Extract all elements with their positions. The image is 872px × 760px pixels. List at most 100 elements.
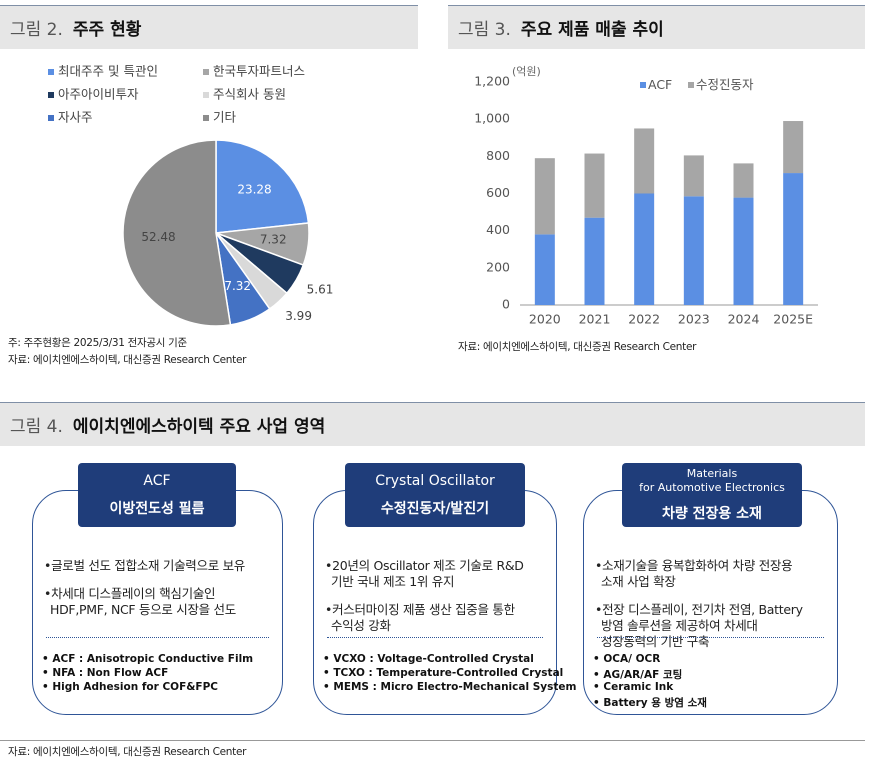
figure-label: 그림 2. — [10, 20, 63, 40]
slice-label: 5.61 — [307, 283, 334, 297]
bar-segment — [634, 128, 655, 194]
item-line: • AG/AR/AF 코팅 — [593, 669, 683, 681]
legend-swatch — [48, 69, 54, 75]
legend-swatch — [203, 92, 209, 98]
bullet-line: HDF,PMF, NCF 등으로 시장을 선도 — [50, 602, 236, 617]
y-tick-label: 1,200 — [474, 74, 510, 89]
panel-subheading: 이방전도성 필름 — [109, 500, 205, 517]
bullet-line: •차세대 디스플레이의 핵심기술인 — [44, 586, 216, 601]
item-line: • VCXO : Voltage-Controlled Crystal — [323, 653, 534, 665]
x-tick-label: 2022 — [628, 312, 660, 327]
x-tick-label: 2020 — [529, 312, 561, 327]
legend-swatch — [640, 82, 646, 88]
legend-label: 수정진동자 — [696, 77, 754, 92]
bullet-line: 기반 국내 제조 1위 유지 — [331, 574, 455, 589]
heading-line: Crystal Oscillator — [375, 472, 495, 489]
legend-label: 아주아이비투자 — [58, 87, 139, 102]
bullet-line: •전장 디스플레이, 전기차 전염, Battery — [595, 602, 803, 617]
bar-segment — [534, 234, 555, 305]
heading-line: ACF — [143, 472, 171, 489]
slice-label: 3.99 — [285, 309, 312, 323]
figure-title: 주주 현황 — [72, 20, 142, 40]
heading-line: Materials — [686, 467, 738, 480]
item-line: • Battery 용 방염 소재 — [593, 697, 707, 709]
bullet-line: 소재 사업 확장 — [601, 574, 676, 589]
item-line: • OCA/ OCR — [593, 653, 661, 665]
item-line: • ACF : Anisotropic Conductive Film — [42, 653, 254, 665]
figure-label: 그림 4. — [10, 417, 63, 437]
pie-slice — [215, 139, 310, 234]
panel-heading: ACF 이방전도성 필름 — [78, 463, 236, 527]
note: 주: 주주현황은 2025/3/31 전자공시 기준 — [8, 337, 187, 349]
bullet-line: 방염 솔루션을 제공하여 차세대 — [601, 618, 758, 633]
legend-swatch — [48, 92, 54, 98]
item-line: • NFA : Non Flow ACF — [42, 667, 169, 679]
legend-label: 주식회사 동원 — [213, 87, 286, 102]
bar-segment — [783, 121, 804, 174]
x-tick-label: 2023 — [678, 312, 710, 327]
x-tick-label: 2024 — [728, 312, 760, 327]
legend-swatch — [203, 69, 209, 75]
panel-heading: Crystal Oscillator 수정진동자/발진기 — [345, 463, 525, 527]
bullet-line: •커스터마이징 제품 생산 집중을 통한 — [325, 602, 515, 617]
figure-header: 그림 4. 에이치엔에스하이텍 주요 사업 영역 — [0, 402, 865, 446]
legend-swatch — [48, 115, 54, 121]
slice-label: 7.32 — [224, 279, 251, 293]
y-axis-unit: (억원) — [512, 65, 541, 78]
y-tick-label: 200 — [486, 259, 510, 274]
legend-label: 한국투자파트너스 — [213, 64, 305, 79]
figure-header: 그림 2. 주주 현황 — [0, 5, 418, 49]
item-line: • Ceramic Ink — [593, 681, 674, 693]
footer-line — [0, 740, 865, 741]
legend-label: 기타 — [213, 110, 237, 125]
bullet-line: •글로벌 선도 접합소재 기술력으로 보유 — [44, 558, 245, 573]
x-tick-label: 2025E — [773, 312, 813, 327]
bar-segment — [634, 193, 655, 305]
x-tick-label: 2021 — [579, 312, 611, 327]
legend-swatch — [688, 82, 694, 88]
figure-title: 주요 제품 매출 추이 — [520, 20, 664, 40]
bar-segment — [584, 153, 605, 218]
bullet-line: •소재기술을 융복합화하여 차량 전장용 — [595, 558, 793, 573]
separator — [597, 637, 824, 638]
heading-line: for Automotive Electronics — [639, 481, 785, 494]
slice-label: 7.32 — [260, 233, 287, 247]
source: 자료: 에이치엔에스하이텍, 대신증권 Research Center — [8, 354, 247, 366]
bar-segment — [783, 173, 804, 305]
bullet-line: 성장동력의 기반 구축 — [601, 634, 710, 649]
figure-label: 그림 3. — [458, 20, 511, 40]
source: 자료: 에이치엔에스하이텍, 대신증권 Research Center — [8, 746, 247, 758]
y-tick-label: 400 — [486, 222, 510, 237]
bar-segment — [584, 217, 605, 305]
y-tick-label: 0 — [502, 297, 510, 312]
bullet-line: 수익성 강화 — [331, 618, 391, 633]
slice-label: 52.48 — [141, 230, 175, 244]
bar-segment — [534, 158, 555, 235]
bullet-line: •20년의 Oscillator 제조 기술로 R&D — [325, 558, 524, 573]
panel-subheading: 수정진동자/발진기 — [380, 500, 490, 517]
bar-segment — [733, 163, 754, 198]
item-line: • TCXO : Temperature-Controlled Crystal — [323, 667, 564, 679]
y-tick-label: 600 — [486, 185, 510, 200]
item-line: • High Adhesion for COF&FPC — [42, 681, 218, 693]
legend-label: ACF — [648, 77, 672, 92]
bar-segment — [683, 155, 704, 197]
separator — [327, 637, 543, 638]
pie-slice — [122, 139, 232, 327]
y-tick-label: 800 — [486, 148, 510, 163]
legend-label: 자사주 — [58, 110, 93, 125]
figure-title: 에이치엔에스하이텍 주요 사업 영역 — [72, 417, 326, 437]
item-line: • MEMS : Micro Electro-Mechanical System — [323, 681, 577, 693]
legend-swatch — [203, 115, 209, 121]
legend-label: 최대주주 및 특관인 — [58, 64, 158, 79]
slice-label: 23.28 — [237, 183, 271, 197]
bar-segment — [733, 197, 754, 305]
separator — [46, 637, 269, 638]
panel-heading: Materials for Automotive Electronics 차량 전장… — [622, 463, 802, 527]
figure-header: 그림 3. 주요 제품 매출 추이 — [448, 5, 865, 49]
bar-segment — [683, 196, 704, 305]
panel-subheading: 차량 전장용 소재 — [662, 506, 762, 522]
y-tick-label: 1,000 — [474, 111, 510, 126]
